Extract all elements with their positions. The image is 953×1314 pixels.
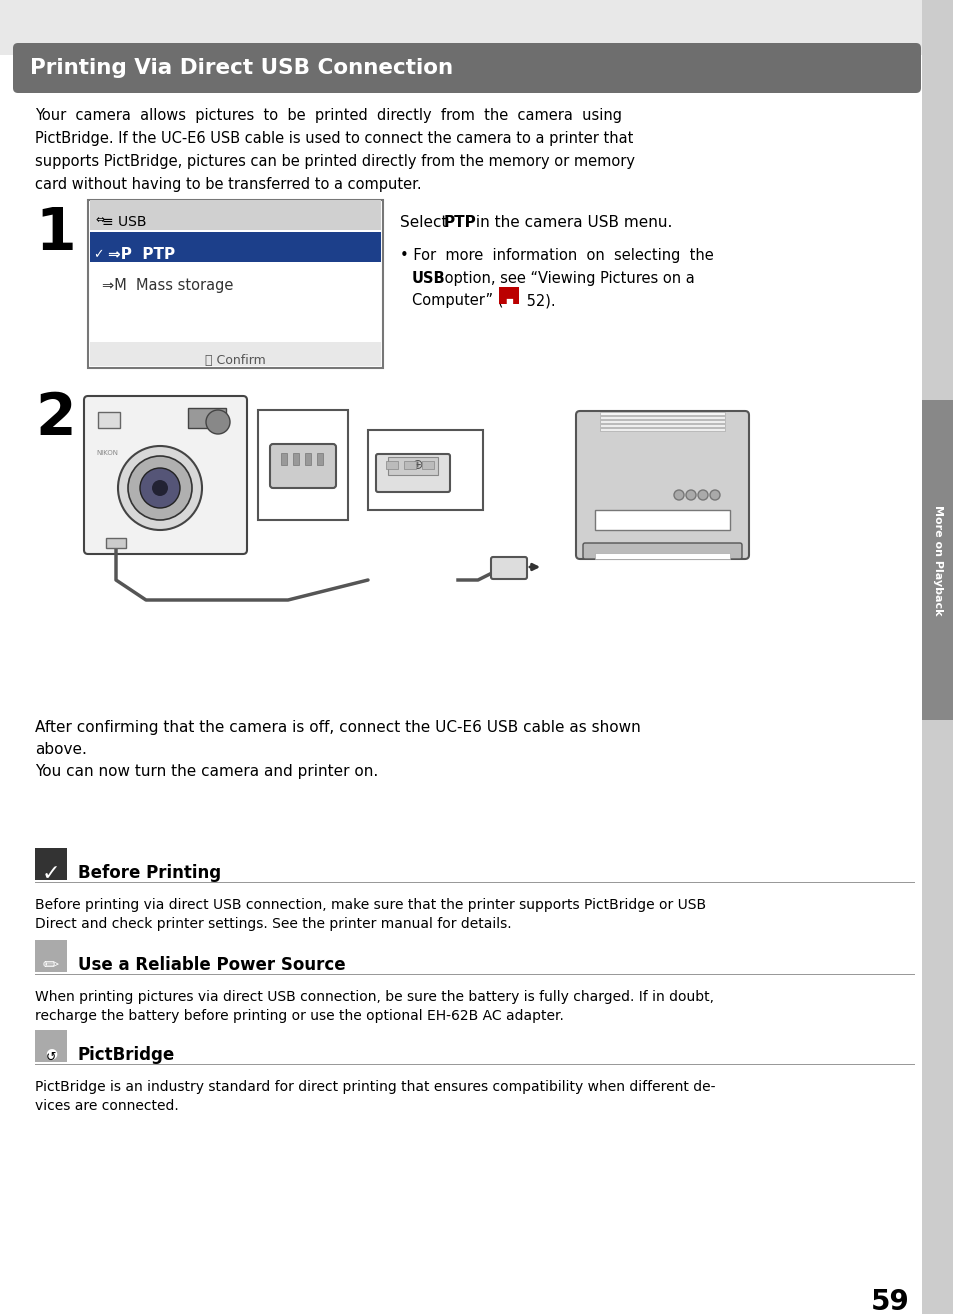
Text: vices are connected.: vices are connected. <box>35 1099 178 1113</box>
Circle shape <box>128 456 192 520</box>
Text: ↺: ↺ <box>46 1051 56 1064</box>
Bar <box>188 409 226 428</box>
Bar <box>35 1063 914 1066</box>
Text: Before printing via direct USB connection, make sure that the printer supports P: Before printing via direct USB connectio… <box>35 897 705 912</box>
Bar <box>599 428 724 431</box>
Text: • For  more  information  on  selecting  the: • For more information on selecting the <box>399 248 713 263</box>
Text: ⇒P  PTP: ⇒P PTP <box>108 247 175 261</box>
Bar <box>90 233 380 261</box>
Bar <box>98 413 120 428</box>
Circle shape <box>673 490 683 501</box>
Bar <box>368 430 482 510</box>
Text: NIKON: NIKON <box>96 449 118 456</box>
Text: ⊕: ⊕ <box>412 459 423 472</box>
Text: ⒪ Confirm: ⒪ Confirm <box>204 353 265 367</box>
Bar <box>316 453 323 465</box>
Circle shape <box>709 490 720 501</box>
Text: ⇔: ⇔ <box>95 215 104 225</box>
Circle shape <box>140 468 180 509</box>
Bar <box>281 453 287 465</box>
Text: card without having to be transferred to a computer.: card without having to be transferred to… <box>35 177 421 192</box>
Bar <box>386 461 397 469</box>
Bar <box>90 342 380 367</box>
Circle shape <box>152 480 168 495</box>
Text: Use a Reliable Power Source: Use a Reliable Power Source <box>78 957 345 974</box>
Text: Direct and check printer settings. See the printer manual for details.: Direct and check printer settings. See t… <box>35 917 511 932</box>
Bar <box>35 882 914 883</box>
Bar <box>35 974 914 975</box>
Text: Computer” (: Computer” ( <box>412 293 503 307</box>
Circle shape <box>685 490 696 501</box>
Text: 1: 1 <box>35 205 75 261</box>
Bar <box>921 399 953 720</box>
Bar <box>0 0 953 55</box>
Bar <box>35 1030 67 1062</box>
Bar <box>305 453 311 465</box>
Text: Printing Via Direct USB Connection: Printing Via Direct USB Connection <box>30 58 453 78</box>
Bar <box>599 417 724 419</box>
Text: When printing pictures via direct USB connection, be sure the battery is fully c: When printing pictures via direct USB co… <box>35 989 713 1004</box>
Text: ■: ■ <box>504 297 513 306</box>
Text: Select: Select <box>399 215 452 230</box>
FancyBboxPatch shape <box>498 286 518 304</box>
Text: You can now turn the camera and printer on.: You can now turn the camera and printer … <box>35 763 377 779</box>
Bar <box>106 537 126 548</box>
Bar <box>599 420 724 423</box>
FancyBboxPatch shape <box>84 396 247 555</box>
Bar <box>403 461 416 469</box>
Text: Your  camera  allows  pictures  to  be  printed  directly  from  the  camera  us: Your camera allows pictures to be printe… <box>35 108 621 124</box>
Bar <box>293 453 298 465</box>
Text: ●: ● <box>45 1046 57 1060</box>
Text: PictBridge is an industry standard for direct printing that ensures compatibilit: PictBridge is an industry standard for d… <box>35 1080 715 1095</box>
Text: above.: above. <box>35 742 87 757</box>
Text: supports PictBridge, pictures can be printed directly from the memory or memory: supports PictBridge, pictures can be pri… <box>35 154 635 170</box>
Text: in the camera USB menu.: in the camera USB menu. <box>471 215 672 230</box>
Text: 52).: 52). <box>521 293 555 307</box>
Text: PictBridge: PictBridge <box>78 1046 175 1064</box>
Text: 2: 2 <box>35 390 75 447</box>
Text: Before Printing: Before Printing <box>78 865 221 882</box>
Circle shape <box>206 410 230 434</box>
Text: PictBridge. If the UC-E6 USB cable is used to connect the camera to a printer th: PictBridge. If the UC-E6 USB cable is us… <box>35 131 633 146</box>
Bar <box>35 848 67 880</box>
Bar <box>88 200 382 368</box>
Text: option, see “Viewing Pictures on a: option, see “Viewing Pictures on a <box>439 271 694 286</box>
FancyBboxPatch shape <box>13 43 920 93</box>
FancyBboxPatch shape <box>491 557 526 579</box>
Bar <box>35 940 67 972</box>
Bar <box>257 410 348 520</box>
Text: More on Playback: More on Playback <box>932 505 942 615</box>
Bar <box>595 510 729 530</box>
FancyBboxPatch shape <box>270 444 335 487</box>
Bar <box>388 457 437 474</box>
FancyBboxPatch shape <box>576 411 748 558</box>
Text: ✓: ✓ <box>42 865 60 884</box>
Bar <box>595 553 729 558</box>
Text: After confirming that the camera is off, connect the UC-E6 USB cable as shown: After confirming that the camera is off,… <box>35 720 640 735</box>
Text: ✓: ✓ <box>92 248 103 261</box>
Text: USB: USB <box>412 271 445 286</box>
Bar <box>421 461 434 469</box>
Text: ✏: ✏ <box>43 957 59 975</box>
Bar <box>921 0 953 1314</box>
Circle shape <box>118 445 202 530</box>
Text: recharge the battery before printing or use the optional EH-62B AC adapter.: recharge the battery before printing or … <box>35 1009 563 1024</box>
Bar <box>90 200 380 230</box>
Text: ⇒M  Mass storage: ⇒M Mass storage <box>102 279 233 293</box>
Text: 59: 59 <box>870 1288 909 1314</box>
Text: ≡ USB: ≡ USB <box>102 215 147 229</box>
Circle shape <box>698 490 707 501</box>
Bar <box>599 424 724 427</box>
Bar <box>599 413 724 415</box>
Text: PTP: PTP <box>443 215 476 230</box>
FancyBboxPatch shape <box>582 543 741 558</box>
FancyBboxPatch shape <box>375 455 450 491</box>
